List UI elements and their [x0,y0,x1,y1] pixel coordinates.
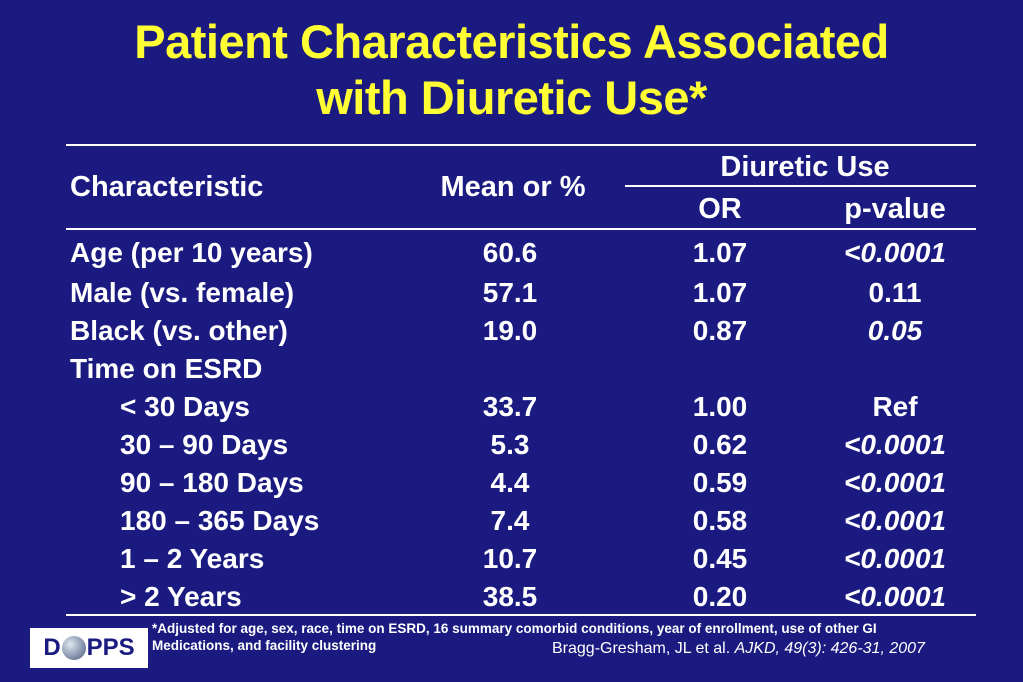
row-p-value: <0.0001 [844,467,946,498]
row-or: 0.59 [692,467,748,498]
logo-text-left: D [43,634,61,661]
slide-title: Patient Characteristics Associated with … [0,14,1023,126]
row-p-value: <0.0001 [844,581,946,612]
row-p-value: <0.0001 [844,237,946,268]
footnote-line-1: *Adjusted for age, sex, race, time on ES… [152,621,877,636]
row-or: 1.00 [692,391,748,422]
row-mean: 57.1 [482,277,538,308]
header-mean: Mean or % [440,171,586,203]
title-line-1: Patient Characteristics Associated [134,15,889,68]
row-or: 0.58 [692,505,748,536]
row-mean: 5.3 [490,429,530,460]
row-p-value: Ref [872,391,918,422]
row-or: 1.07 [692,237,748,268]
row-mean: 7.4 [490,505,530,536]
footnote-line-2: Medications, and facility clustering [152,638,377,653]
row-p-value: <0.0001 [844,543,946,574]
row-mean: 33.7 [482,391,538,422]
header-diuretic-use: Diuretic Use [720,151,890,183]
row-label: Black (vs. other) [70,315,288,346]
table-top-rule [66,144,976,146]
row-label: 1 – 2 Years [120,543,265,574]
row-or: 0.87 [692,315,748,346]
table-bottom-rule [66,614,976,616]
row-mean: 4.4 [490,467,530,498]
row-mean: 60.6 [482,237,538,268]
header-or: OR [698,193,742,225]
row-label: 180 – 365 Days [120,505,320,536]
citation: Bragg-Gresham, JL et al. AJKD, 49(3): 42… [552,639,925,659]
row-p-value: 0.05 [867,315,923,346]
header-characteristic: Characteristic [70,171,264,203]
dopps-logo: D PPS [30,628,148,668]
row-mean: 10.7 [482,543,538,574]
footnote: *Adjusted for age, sex, race, time on ES… [152,620,992,654]
globe-icon [61,636,86,660]
row-or: 0.62 [692,429,748,460]
row-or: 1.07 [692,277,748,308]
logo-text-right: PPS [86,634,135,661]
row-p-value: <0.0001 [844,429,946,460]
group-header-rule [625,185,976,187]
row-label: Age (per 10 years) [70,237,313,268]
row-label: 30 – 90 Days [120,429,289,460]
row-mean: 19.0 [482,315,538,346]
table-header-bottom-rule [66,228,976,230]
row-p-value: 0.11 [868,277,922,308]
citation-authors: Bragg-Gresham, JL et al. [552,640,735,657]
row-label: > 2 Years [120,581,242,612]
citation-journal: AJKD, 49(3): 426-31, 2007 [734,640,925,657]
row-or: 0.20 [692,581,748,612]
title-line-2: with Diuretic Use* [316,71,707,124]
row-label: Time on ESRD [70,353,263,384]
header-p-value: p-value [844,193,946,225]
row-label: 90 – 180 Days [120,467,304,498]
row-label: Male (vs. female) [70,277,295,308]
row-label: < 30 Days [120,391,250,422]
row-or: 0.45 [692,543,748,574]
row-mean: 38.5 [482,581,538,612]
row-p-value: <0.0001 [844,505,946,536]
